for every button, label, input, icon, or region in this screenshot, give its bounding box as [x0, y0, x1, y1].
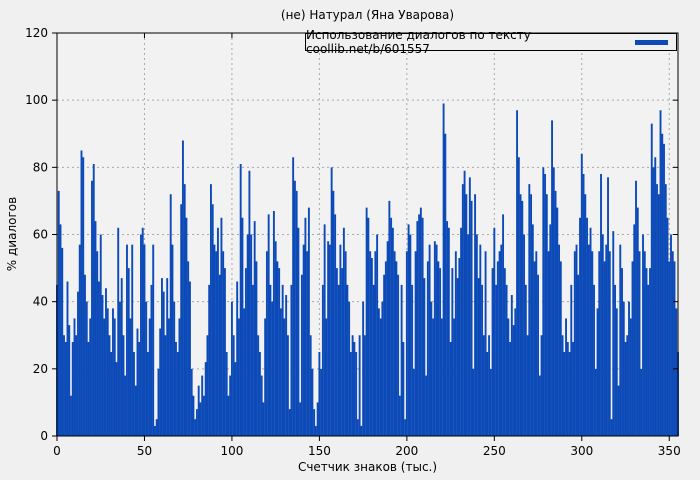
legend-label: Использование диалогов по тексту coollib…: [306, 28, 531, 56]
y-tick-label: 120: [25, 26, 48, 40]
tick-labels: 0 50 100 150 200 250 300 350 0 20 40 60 80 100 120: [25, 26, 681, 458]
x-tick-label: 300: [570, 444, 593, 458]
y-tick-label: 80: [33, 160, 48, 174]
y-tick-label: 20: [33, 362, 48, 376]
impulse-bars: [56, 103, 679, 436]
x-tick-label: 150: [308, 444, 331, 458]
x-tick-label: 200: [395, 444, 418, 458]
y-tick-label: 0: [40, 429, 48, 443]
chart-title: (не) Натурал (Яна Уварова): [280, 8, 455, 22]
x-tick-label: 250: [483, 444, 506, 458]
x-tick-label: 100: [220, 444, 243, 458]
x-tick-label: 0: [53, 444, 61, 458]
x-tick-label: 50: [137, 444, 152, 458]
x-tick-label: 350: [658, 444, 681, 458]
y-tick-label: 60: [33, 228, 48, 242]
x-axis-label: Счетчик знаков (тыс.): [297, 460, 438, 474]
legend: Использование диалогов по тексту coollib…: [305, 28, 677, 56]
y-tick-label: 40: [33, 295, 48, 309]
y-tick-label: 100: [25, 93, 48, 107]
legend-line-sample: [635, 39, 668, 45]
